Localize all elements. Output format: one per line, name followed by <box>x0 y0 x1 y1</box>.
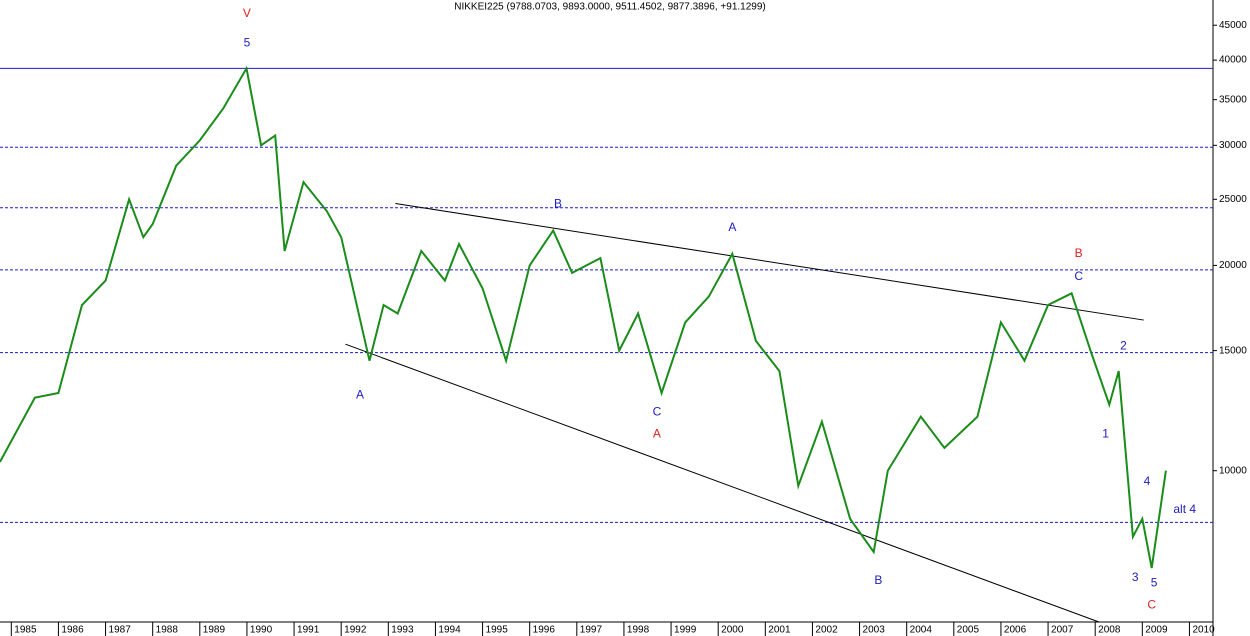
x-tick-label: 2000 <box>721 625 744 636</box>
x-tick-label: 2003 <box>863 625 886 636</box>
y-tick-label: 25000 <box>1219 194 1247 205</box>
x-tick-label: 1990 <box>250 625 273 636</box>
x-tick-label: 1999 <box>674 625 697 636</box>
wave-label: B <box>874 573 882 587</box>
wave-label: 5 <box>1151 575 1158 589</box>
x-tick-label: 1997 <box>580 625 603 636</box>
wave-label: A <box>728 220 736 234</box>
x-tick-label: 1998 <box>627 625 650 636</box>
x-tick-label: 1995 <box>486 625 509 636</box>
y-tick-label: 20000 <box>1219 260 1247 271</box>
x-tick-label: 1987 <box>109 625 132 636</box>
x-tick-label: 1989 <box>203 625 226 636</box>
x-tick-label: 2005 <box>957 625 980 636</box>
price-line <box>0 65 1167 569</box>
x-tick-label: 1992 <box>344 625 367 636</box>
trendline <box>395 202 1144 321</box>
x-tick-label: 2002 <box>815 625 838 636</box>
x-tick-label: 1986 <box>61 625 84 636</box>
x-tick-label: 2006 <box>1004 625 1027 636</box>
wave-label: 1 <box>1102 427 1109 441</box>
x-tick-label: 2004 <box>910 625 933 636</box>
x-tick-label: 1993 <box>391 625 414 636</box>
x-tick-label: 2007 <box>1051 625 1074 636</box>
wave-label: A <box>653 427 661 441</box>
y-tick-label: 30000 <box>1219 140 1247 151</box>
y-tick-label: 15000 <box>1219 345 1247 356</box>
x-tick-label: 2010 <box>1192 625 1215 636</box>
x-tick-label: 1996 <box>533 625 556 636</box>
y-tick-label: 35000 <box>1219 94 1247 105</box>
x-tick-label: 1985 <box>14 625 37 636</box>
x-tick-label: 2001 <box>768 625 791 636</box>
wave-label: C <box>1074 269 1083 283</box>
wave-label: V <box>243 6 251 20</box>
trendline <box>345 343 1100 623</box>
wave-label: alt 4 <box>1173 502 1196 516</box>
wave-label: C <box>1147 597 1156 611</box>
wave-label: B <box>1075 246 1083 260</box>
x-tick-label: 1988 <box>156 625 179 636</box>
wave-label: 2 <box>1120 338 1127 352</box>
wave-label: 3 <box>1132 570 1139 584</box>
y-tick-label: 45000 <box>1219 20 1247 31</box>
chart-title: NIKKEI225 (9788.0703, 9893.0000, 9511.45… <box>454 2 765 13</box>
x-tick-label: 2008 <box>1098 625 1121 636</box>
wave-label: A <box>356 387 364 401</box>
wave-label: 5 <box>244 36 251 50</box>
x-tick-label: 1994 <box>438 625 461 636</box>
wave-label: C <box>653 405 662 419</box>
y-tick-label: 40000 <box>1219 55 1247 66</box>
y-tick-label: 10000 <box>1219 465 1247 476</box>
x-tick-label: 1991 <box>297 625 320 636</box>
x-tick-label: 2009 <box>1145 625 1168 636</box>
wave-label: 4 <box>1144 474 1151 488</box>
wave-label: B <box>554 196 562 210</box>
